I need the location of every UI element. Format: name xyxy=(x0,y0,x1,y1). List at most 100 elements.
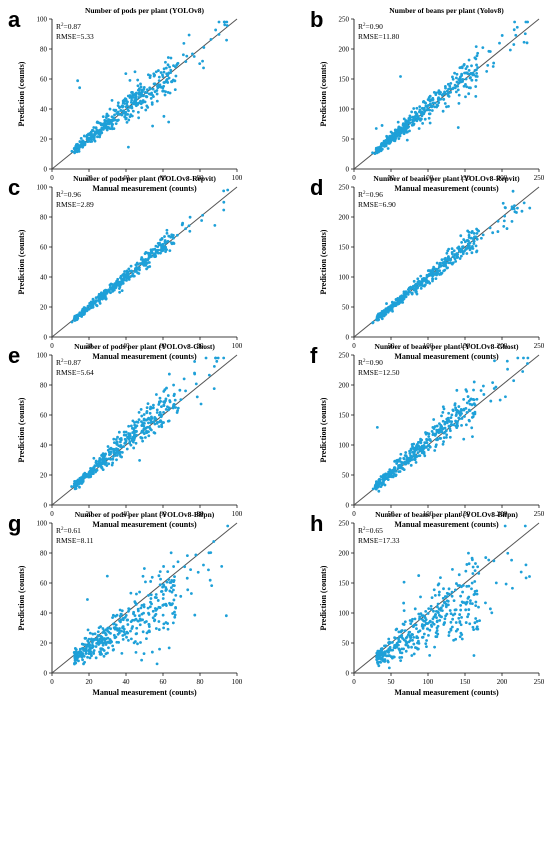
data-point xyxy=(441,405,445,409)
data-point xyxy=(157,574,161,578)
data-point xyxy=(160,425,164,429)
r2-label: R2=0.61 xyxy=(56,526,81,535)
x-tick-label: 50 xyxy=(388,678,396,686)
data-point xyxy=(451,255,455,258)
data-point xyxy=(208,578,212,582)
data-point xyxy=(127,607,131,611)
data-point xyxy=(466,596,470,600)
data-point xyxy=(145,261,149,265)
data-point xyxy=(381,480,385,484)
data-point xyxy=(135,626,139,630)
data-point xyxy=(119,436,123,440)
data-point xyxy=(412,652,416,656)
data-point xyxy=(457,416,461,420)
y-tick-label: 20 xyxy=(40,640,48,648)
r2-symbol: R xyxy=(56,526,61,535)
data-point xyxy=(472,398,476,402)
data-point xyxy=(434,631,438,635)
data-point xyxy=(155,99,159,103)
y-tick-label: 20 xyxy=(40,472,48,480)
data-point xyxy=(474,74,478,78)
data-point xyxy=(465,247,468,251)
data-point xyxy=(445,433,449,437)
y-tick-label: 200 xyxy=(339,550,350,558)
data-point xyxy=(123,270,126,273)
data-point xyxy=(406,288,410,291)
data-point xyxy=(126,113,130,116)
data-point xyxy=(382,143,386,147)
data-point xyxy=(124,72,128,76)
data-point xyxy=(453,612,457,616)
data-point xyxy=(526,362,529,365)
data-point xyxy=(528,575,531,578)
data-point xyxy=(424,445,428,449)
data-point xyxy=(443,90,446,94)
data-point xyxy=(458,78,462,81)
data-point xyxy=(445,417,449,421)
data-point xyxy=(161,75,165,79)
data-point xyxy=(441,427,444,431)
data-point xyxy=(169,68,173,72)
data-point xyxy=(472,412,476,416)
data-point xyxy=(145,431,149,435)
data-point xyxy=(440,425,444,428)
data-point xyxy=(383,644,386,648)
data-point xyxy=(120,629,123,633)
x-tick-label: 150 xyxy=(460,342,471,350)
data-point xyxy=(420,614,424,617)
data-point xyxy=(446,82,450,86)
data-point xyxy=(438,619,442,622)
data-point xyxy=(142,413,146,416)
data-point xyxy=(86,644,90,647)
data-point xyxy=(451,75,454,79)
data-point xyxy=(98,298,101,301)
data-point xyxy=(427,435,431,438)
data-point xyxy=(410,110,414,114)
data-point xyxy=(433,425,437,428)
data-point xyxy=(402,290,406,294)
data-point xyxy=(202,46,206,49)
data-point xyxy=(86,628,90,632)
data-point xyxy=(510,207,514,211)
data-point xyxy=(398,640,402,643)
data-point xyxy=(118,290,121,294)
data-point xyxy=(385,302,388,305)
data-point xyxy=(436,583,440,587)
data-point xyxy=(128,440,132,444)
data-point xyxy=(472,242,476,246)
data-point xyxy=(152,420,156,424)
data-point xyxy=(125,447,129,451)
data-point xyxy=(470,403,474,407)
data-point xyxy=(167,120,171,124)
data-point xyxy=(93,468,97,472)
data-point xyxy=(104,116,108,120)
data-point xyxy=(435,626,439,630)
data-point xyxy=(383,653,387,657)
chart-title: Number of beans per plant (YOLOv8-Repvit… xyxy=(373,174,520,183)
data-point xyxy=(96,630,100,634)
data-point xyxy=(448,84,452,88)
data-point xyxy=(460,65,464,69)
data-point xyxy=(444,436,448,439)
data-point xyxy=(157,243,161,247)
data-point xyxy=(76,656,79,660)
data-point xyxy=(139,435,143,439)
data-point xyxy=(113,113,116,117)
rmse-label: RMSE=2.89 xyxy=(56,200,94,209)
x-tick-label: 250 xyxy=(534,342,545,350)
data-point xyxy=(410,645,413,649)
data-point xyxy=(502,219,506,223)
data-point xyxy=(112,633,116,637)
data-point xyxy=(456,126,460,129)
data-point xyxy=(113,282,117,286)
data-point xyxy=(439,272,443,276)
data-point xyxy=(388,309,392,312)
data-point xyxy=(467,608,471,611)
data-point xyxy=(403,620,407,624)
data-point xyxy=(112,437,116,441)
data-point xyxy=(467,68,471,72)
data-point xyxy=(168,249,172,253)
data-point xyxy=(151,616,155,620)
data-point xyxy=(168,399,172,402)
data-point xyxy=(160,237,164,241)
